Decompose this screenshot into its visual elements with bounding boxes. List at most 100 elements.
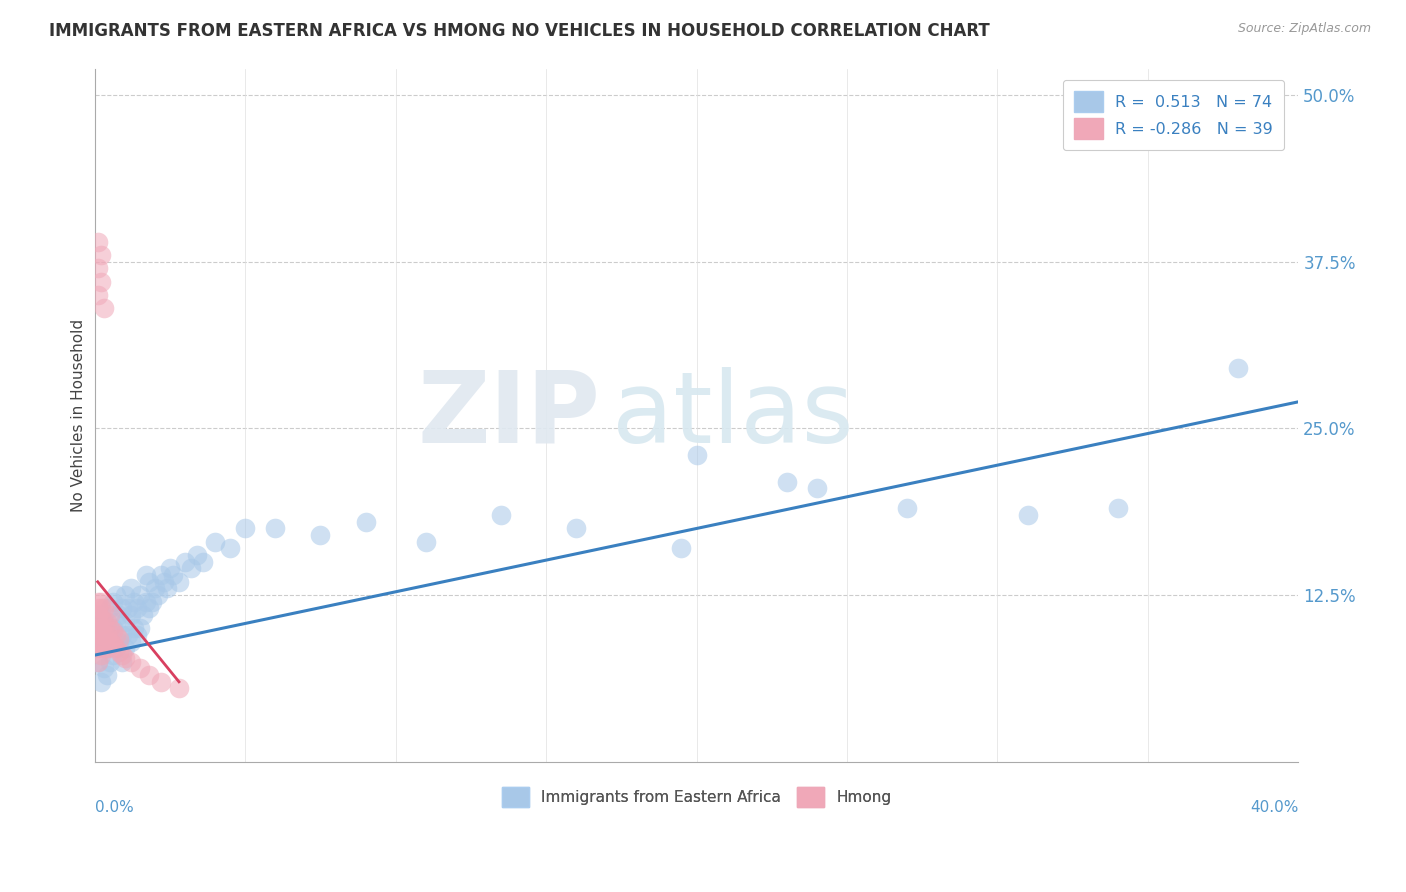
Point bbox=[96, 615, 118, 629]
Point bbox=[96, 641, 118, 656]
Text: Source: ZipAtlas.com: Source: ZipAtlas.com bbox=[1237, 22, 1371, 36]
Point bbox=[153, 574, 176, 589]
Point bbox=[162, 568, 184, 582]
Point bbox=[90, 275, 112, 289]
Point bbox=[90, 611, 112, 625]
Point bbox=[87, 628, 110, 642]
Point bbox=[104, 641, 127, 656]
Point bbox=[90, 622, 112, 636]
Point bbox=[87, 655, 110, 669]
Point bbox=[120, 582, 142, 596]
Point bbox=[101, 595, 124, 609]
Point bbox=[90, 628, 112, 642]
Point bbox=[101, 622, 124, 636]
Point bbox=[128, 588, 150, 602]
Point bbox=[98, 635, 121, 649]
Point bbox=[896, 501, 918, 516]
Point bbox=[87, 261, 110, 276]
Point bbox=[114, 641, 136, 656]
Point bbox=[776, 475, 799, 489]
Point bbox=[138, 574, 160, 589]
Point bbox=[87, 628, 110, 642]
Point bbox=[122, 595, 145, 609]
Point bbox=[415, 534, 437, 549]
Point bbox=[149, 674, 172, 689]
Text: ZIP: ZIP bbox=[418, 367, 600, 464]
Point bbox=[101, 624, 124, 639]
Point bbox=[90, 608, 112, 623]
Point bbox=[138, 668, 160, 682]
Point bbox=[90, 601, 112, 615]
Point bbox=[1017, 508, 1039, 523]
Point bbox=[685, 448, 707, 462]
Point bbox=[98, 628, 121, 642]
Point bbox=[219, 541, 242, 556]
Point bbox=[114, 588, 136, 602]
Point bbox=[107, 635, 129, 649]
Point bbox=[93, 641, 115, 656]
Legend: Immigrants from Eastern Africa, Hmong: Immigrants from Eastern Africa, Hmong bbox=[495, 781, 897, 814]
Point bbox=[125, 601, 148, 615]
Point bbox=[90, 248, 112, 262]
Point bbox=[167, 681, 190, 696]
Point bbox=[87, 288, 110, 302]
Point bbox=[98, 655, 121, 669]
Point bbox=[107, 632, 129, 647]
Point bbox=[107, 608, 129, 623]
Point bbox=[120, 635, 142, 649]
Point bbox=[98, 622, 121, 636]
Point bbox=[93, 601, 115, 615]
Point bbox=[149, 568, 172, 582]
Text: 0.0%: 0.0% bbox=[94, 800, 134, 815]
Point bbox=[117, 628, 139, 642]
Point bbox=[96, 668, 118, 682]
Point bbox=[128, 661, 150, 675]
Text: 40.0%: 40.0% bbox=[1250, 800, 1298, 815]
Point bbox=[489, 508, 512, 523]
Point bbox=[111, 655, 134, 669]
Point bbox=[93, 661, 115, 675]
Point bbox=[806, 482, 828, 496]
Point bbox=[1107, 501, 1129, 516]
Point bbox=[1227, 361, 1250, 376]
Point bbox=[125, 628, 148, 642]
Point bbox=[174, 555, 197, 569]
Point bbox=[87, 641, 110, 656]
Point bbox=[93, 628, 115, 642]
Point bbox=[104, 628, 127, 642]
Point bbox=[114, 615, 136, 629]
Point bbox=[191, 555, 214, 569]
Point bbox=[96, 641, 118, 656]
Point bbox=[90, 641, 112, 656]
Point bbox=[98, 601, 121, 615]
Point bbox=[138, 601, 160, 615]
Point bbox=[111, 601, 134, 615]
Point bbox=[159, 561, 181, 575]
Point bbox=[104, 588, 127, 602]
Point bbox=[90, 637, 112, 651]
Point bbox=[135, 595, 157, 609]
Point bbox=[117, 601, 139, 615]
Point bbox=[111, 628, 134, 642]
Point bbox=[156, 582, 179, 596]
Point bbox=[87, 615, 110, 629]
Point bbox=[87, 595, 110, 609]
Point bbox=[128, 622, 150, 636]
Point bbox=[98, 608, 121, 623]
Point bbox=[135, 568, 157, 582]
Point bbox=[180, 561, 202, 575]
Point bbox=[122, 622, 145, 636]
Point bbox=[90, 674, 112, 689]
Point bbox=[114, 650, 136, 665]
Point bbox=[87, 635, 110, 649]
Y-axis label: No Vehicles in Household: No Vehicles in Household bbox=[72, 318, 86, 512]
Point bbox=[146, 588, 169, 602]
Point bbox=[87, 608, 110, 623]
Point bbox=[104, 615, 127, 629]
Point bbox=[167, 574, 190, 589]
Point bbox=[354, 515, 377, 529]
Point bbox=[96, 628, 118, 642]
Point bbox=[96, 622, 118, 636]
Point bbox=[93, 301, 115, 316]
Point bbox=[87, 235, 110, 249]
